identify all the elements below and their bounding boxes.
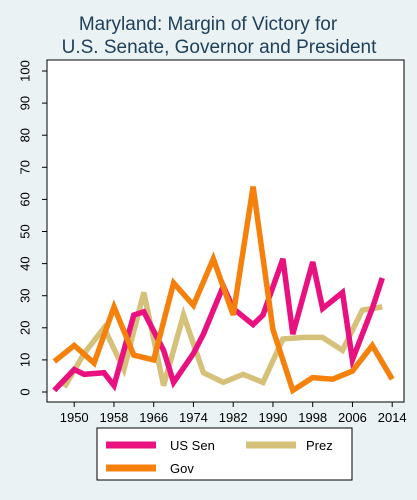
y-tick-label: 0 — [18, 388, 33, 395]
series-layer — [52, 186, 395, 395]
y-tick-label: 40 — [18, 256, 33, 270]
y-tick-label: 20 — [18, 321, 33, 335]
x-axis: 1950 1958 1966 1974 1982 1990 1998 2006 2014 — [60, 402, 407, 425]
y-tick-label: 80 — [18, 128, 33, 142]
legend: US Sen Prez Gov — [96, 427, 353, 481]
legend-box — [96, 427, 353, 481]
legend-label-prez: Prez — [306, 438, 333, 453]
y-axis: 0 10 20 30 40 50 60 70 80 90 100 — [18, 60, 47, 396]
chart-title-line-2: U.S. Senate, Governor and President — [62, 37, 377, 58]
x-tick-label: 2014 — [378, 410, 407, 425]
y-tick-label: 100 — [18, 60, 33, 82]
chart-title-line-1: Maryland: Margin of Victory for — [79, 14, 338, 35]
series-line-gov — [52, 186, 395, 395]
x-tick-label: 1966 — [139, 410, 168, 425]
y-tick-label: 90 — [18, 96, 33, 110]
x-tick-label: 1990 — [258, 410, 287, 425]
x-tick-label: 2006 — [338, 410, 367, 425]
x-tick-label: 1974 — [179, 410, 208, 425]
y-tick-label: 60 — [18, 192, 33, 206]
x-tick-label: 1982 — [219, 410, 248, 425]
y-tick-label: 50 — [18, 224, 33, 238]
x-tick-label: 1998 — [298, 410, 327, 425]
y-tick-label: 70 — [18, 160, 33, 174]
series-line-prez — [61, 291, 383, 389]
legend-label-us-sen: US Sen — [170, 438, 215, 453]
y-tick-label: 30 — [18, 288, 33, 302]
legend-label-gov: Gov — [170, 461, 194, 476]
x-tick-label: 1950 — [60, 410, 89, 425]
x-tick-label: 1958 — [99, 410, 128, 425]
y-tick-label: 10 — [18, 353, 33, 367]
